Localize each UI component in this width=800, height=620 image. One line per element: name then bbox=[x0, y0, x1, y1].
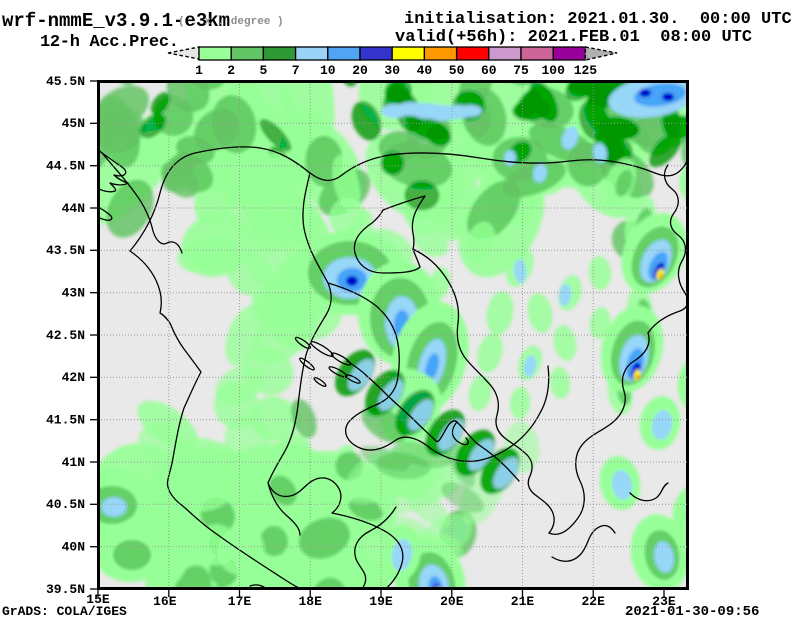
svg-text:60: 60 bbox=[481, 63, 497, 78]
svg-text:30: 30 bbox=[384, 63, 400, 78]
svg-text:2: 2 bbox=[227, 63, 235, 78]
svg-text:100: 100 bbox=[541, 63, 565, 78]
svg-text:40: 40 bbox=[417, 63, 433, 78]
svg-text:50: 50 bbox=[449, 63, 465, 78]
svg-text:10: 10 bbox=[320, 63, 336, 78]
svg-text:125: 125 bbox=[574, 63, 598, 78]
svg-text:75: 75 bbox=[513, 63, 529, 78]
svg-text:7: 7 bbox=[292, 63, 300, 78]
svg-text:5: 5 bbox=[259, 63, 267, 78]
svg-text:20: 20 bbox=[352, 63, 368, 78]
svg-text:1: 1 bbox=[195, 63, 203, 78]
